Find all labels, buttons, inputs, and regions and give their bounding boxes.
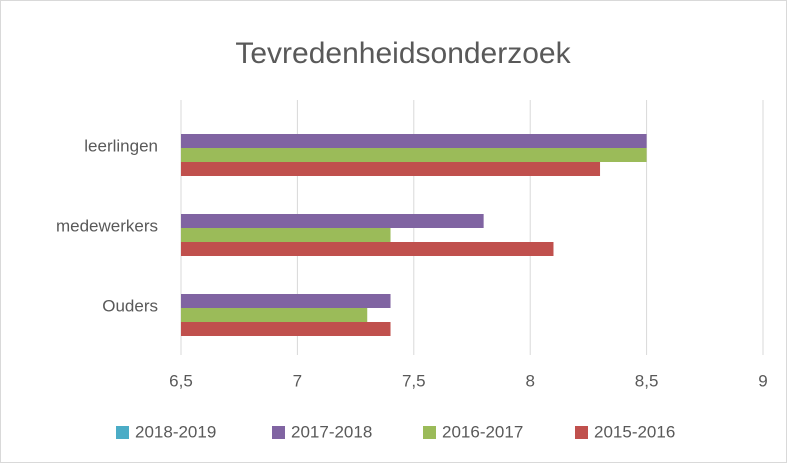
bar (181, 148, 647, 162)
legend-label: 2018-2019 (135, 422, 216, 441)
legend-label: 2016-2017 (442, 422, 523, 441)
y-tick-label: medewerkers (56, 216, 158, 235)
y-tick-label: leerlingen (84, 136, 158, 155)
bar (181, 308, 368, 322)
legend-swatch (116, 426, 129, 439)
bar (181, 294, 391, 308)
x-tick-label: 8 (525, 371, 534, 390)
x-tick-label: 7,5 (402, 371, 426, 390)
x-tick-label: 8,5 (635, 371, 659, 390)
bar (181, 228, 391, 242)
legend-swatch (272, 426, 285, 439)
bar (181, 242, 554, 256)
x-tick-label: 6,5 (169, 371, 193, 390)
legend-swatch (423, 426, 436, 439)
legend-label: 2015-2016 (594, 422, 675, 441)
x-tick-label: 9 (758, 371, 767, 390)
y-tick-label: Ouders (102, 296, 158, 315)
chart-title: Tevredenheidsonderzoek (235, 37, 571, 70)
x-tick-label: 7 (293, 371, 302, 390)
bar (181, 134, 647, 148)
legend-swatch (575, 426, 588, 439)
bar (181, 214, 484, 228)
bar (181, 162, 601, 176)
legend-label: 2017-2018 (291, 422, 372, 441)
bar (181, 322, 391, 336)
